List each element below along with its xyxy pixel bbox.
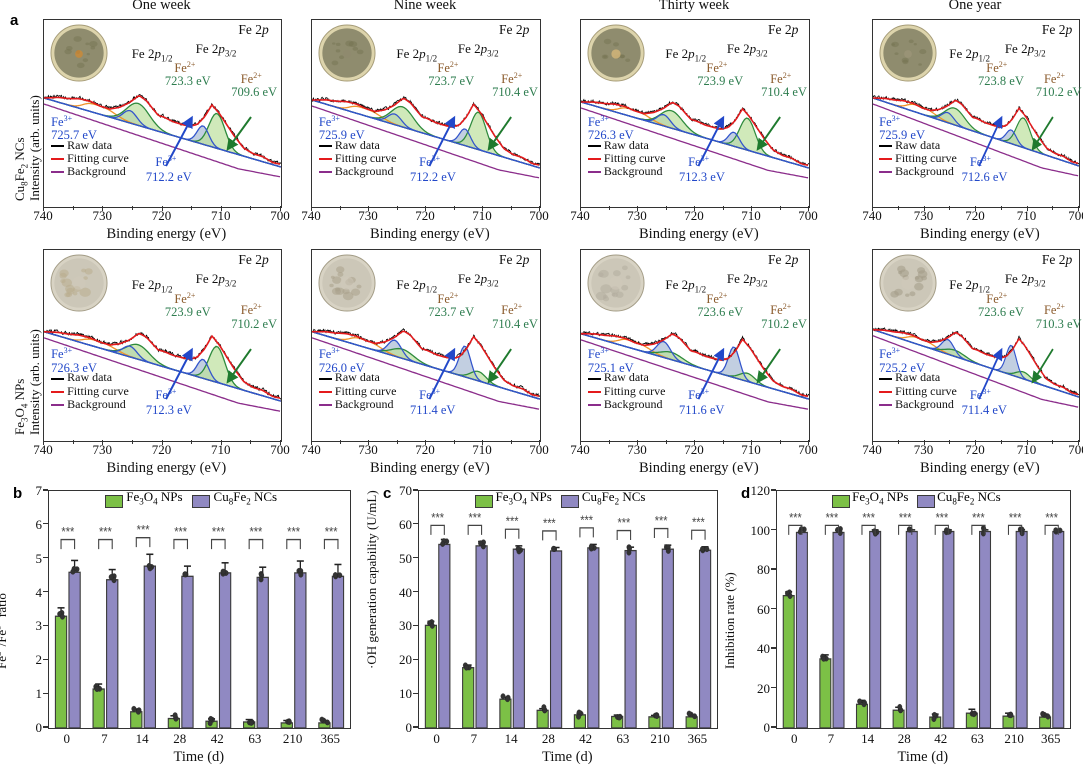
svg-text:***: *** [899, 510, 912, 525]
svg-text:***: *** [174, 524, 187, 539]
svg-text:***: *** [617, 515, 630, 530]
svg-text:***: *** [506, 514, 519, 529]
svg-text:***: *** [826, 510, 839, 525]
svg-text:***: *** [1009, 510, 1022, 525]
svg-text:***: *** [543, 515, 556, 530]
svg-text:***: *** [137, 522, 150, 537]
svg-text:***: *** [431, 510, 444, 525]
svg-text:***: *** [936, 510, 949, 525]
svg-text:***: *** [249, 524, 262, 539]
svg-text:***: *** [212, 524, 225, 539]
svg-text:***: *** [862, 510, 875, 525]
svg-text:***: *** [468, 510, 481, 525]
svg-text:***: *** [1045, 510, 1058, 525]
svg-text:***: *** [287, 524, 300, 539]
svg-text:***: *** [692, 515, 705, 530]
svg-text:***: *** [99, 524, 112, 539]
svg-text:***: *** [972, 510, 985, 525]
svg-text:***: *** [655, 513, 668, 528]
svg-text:***: *** [580, 512, 593, 527]
svg-text:***: *** [61, 524, 74, 539]
svg-text:***: *** [789, 510, 802, 525]
svg-text:***: *** [325, 524, 338, 539]
